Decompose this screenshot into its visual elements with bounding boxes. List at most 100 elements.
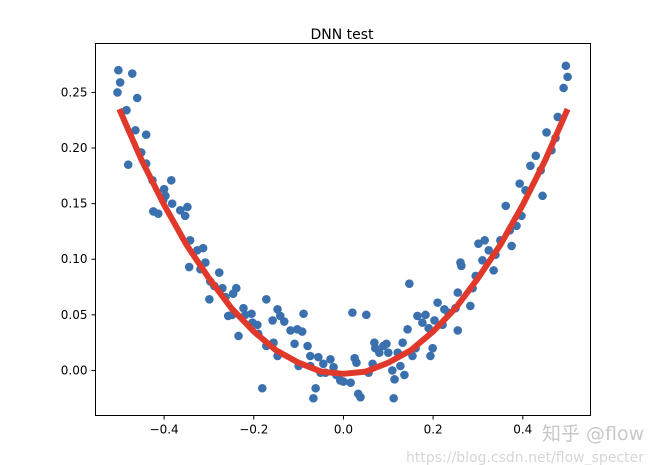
y-axis: 0.00 0.05 0.10 0.15 0.20 0.25 [61, 85, 96, 377]
data-point [131, 125, 140, 135]
y-tick-label: 0.00 [61, 363, 88, 377]
data-point [279, 317, 289, 326]
data-point [311, 383, 320, 393]
data-point [286, 326, 295, 335]
data-point [453, 326, 463, 335]
y-tick-label: 0.10 [61, 252, 88, 266]
data-point [114, 65, 123, 75]
data-point [247, 309, 256, 319]
data-point [262, 294, 271, 304]
y-tick-label: 0.25 [61, 85, 88, 99]
data-point [123, 160, 133, 170]
watermark-csdn: https://blog.csdn.net/flow_specter [406, 450, 644, 465]
data-point [466, 301, 475, 311]
data-point [352, 358, 361, 367]
x-axis: −0.4 −0.2 0.0 0.2 0.4 [150, 415, 532, 437]
data-point [175, 206, 185, 215]
data-point [403, 325, 412, 334]
data-point [396, 361, 405, 371]
data-point [507, 241, 516, 251]
x-tick-label: 0.4 [513, 423, 532, 437]
y-tick-label: 0.15 [61, 197, 88, 211]
data-point [430, 316, 439, 325]
data-point [400, 370, 409, 380]
data-point [561, 61, 571, 71]
data-point [180, 211, 190, 221]
data-point [314, 352, 323, 362]
data-point [153, 209, 163, 218]
x-tick-label: −0.4 [150, 423, 179, 437]
data-point [559, 83, 568, 93]
data-point [303, 341, 312, 351]
plot-area [113, 61, 572, 403]
data-point [127, 69, 137, 78]
data-point [489, 266, 498, 275]
data-point [405, 279, 414, 289]
data-point [346, 378, 355, 387]
data-point [453, 288, 463, 297]
data-point [273, 304, 282, 314]
data-point [426, 351, 435, 361]
data-point [115, 78, 125, 87]
watermark-zhihu: 知乎 @flow [542, 423, 644, 445]
data-point [239, 303, 248, 313]
data-point [382, 339, 391, 349]
data-point [553, 112, 563, 122]
fit-line [116, 107, 571, 377]
data-point [183, 202, 192, 212]
data-point [167, 199, 177, 208]
data-point [421, 310, 430, 320]
data-point [428, 343, 437, 353]
data-point [501, 201, 511, 211]
data-point [318, 359, 328, 369]
data-point [329, 362, 338, 372]
data-point [326, 355, 335, 364]
data-point [253, 320, 262, 330]
x-tick-label: 0.2 [424, 423, 443, 437]
data-point [290, 339, 299, 349]
data-point [542, 128, 551, 137]
data-point [478, 256, 487, 265]
data-point [356, 392, 365, 402]
data-point [297, 327, 307, 336]
data-point [375, 348, 384, 357]
data-point [383, 348, 393, 357]
data-point [339, 377, 348, 386]
chart-title: DNN test [310, 27, 374, 43]
data-point [526, 161, 535, 171]
data-point [132, 93, 142, 103]
data-point [299, 309, 308, 319]
data-point [305, 351, 315, 361]
y-tick-label: 0.05 [61, 308, 88, 322]
data-point [531, 151, 541, 161]
data-point [418, 318, 427, 327]
data-point [362, 310, 371, 320]
x-tick-label: 0.0 [334, 423, 353, 437]
data-point [515, 179, 524, 188]
data-point [538, 191, 547, 201]
data-point [205, 294, 214, 304]
data-point [234, 331, 243, 341]
data-point [433, 298, 442, 307]
data-point [268, 316, 277, 325]
data-point [413, 311, 422, 321]
data-point [563, 72, 572, 82]
data-point [113, 88, 122, 97]
data-point [480, 236, 489, 245]
data-point [198, 243, 208, 253]
data-point [457, 261, 466, 271]
data-point [257, 383, 267, 393]
data-point [184, 262, 194, 272]
data-point [214, 268, 224, 277]
data-point [390, 375, 399, 384]
y-tick-label: 0.20 [61, 141, 88, 155]
data-point [484, 246, 494, 255]
data-point [166, 175, 176, 185]
x-tick-label: −0.2 [239, 423, 268, 437]
data-point [122, 105, 131, 115]
data-point [388, 366, 397, 375]
data-point [141, 130, 151, 139]
data-point [389, 393, 398, 403]
data-point [398, 338, 407, 347]
